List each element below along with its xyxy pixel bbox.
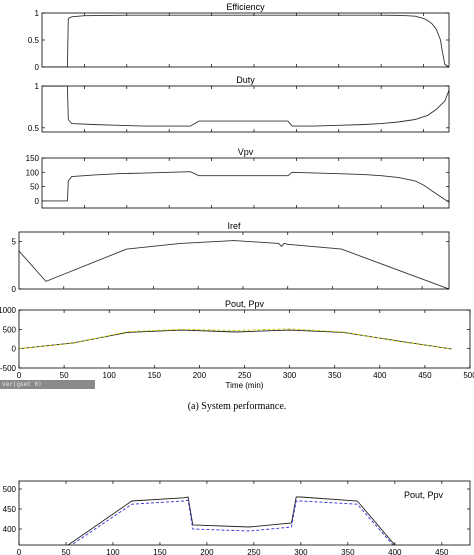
chart-panel-4: Iref 0 5 [12,221,450,294]
series-group [42,86,449,127]
y-tick-label: 0.5 [28,36,40,45]
x-tick-label: 400 [388,548,402,555]
y-tick-label: 500 [3,485,17,494]
y-tick-label: 0 [12,345,17,354]
x-tick-label: 350 [341,548,355,555]
plot-frame [41,85,450,133]
series-group [67,496,396,545]
y-tick-label: 0 [35,63,40,72]
y-tick-label: 400 [3,525,17,534]
x-tick-label: 450 [418,371,432,380]
x-tick-label: 50 [60,371,69,380]
x-tick-label: 300 [294,548,308,555]
y-tick-label: 0 [35,197,40,206]
chart-title: Duty [236,75,255,85]
y-tick-label: 0.5 [28,124,40,133]
y-tick-label: -500 [0,364,17,373]
series-group [42,171,449,203]
plot-frame [41,12,450,68]
x-tick-label: 250 [247,548,261,555]
y-tick-label: 1000 [0,306,17,315]
x-tick-label: 300 [283,371,297,380]
x-tick-label: 250 [238,371,252,380]
y-tick-label: 0 [12,285,17,294]
chart-title: Pout, Ppv [225,299,265,309]
x-tick-label: 150 [153,548,167,555]
series-line-1 [42,86,449,127]
y-tick-label: 500 [3,325,17,334]
series-line-2 [19,328,453,350]
x-tick-label: 400 [373,371,387,380]
x-tick-label: 200 [193,371,207,380]
chart-title: Vpv [238,147,254,157]
y-tick-label: 150 [26,154,40,163]
series-group [19,328,453,350]
chart-panel-6: Pout, Ppv 400 450 500 0 50 100 150 200 250 300 350 4… [3,480,471,555]
series-line-1 [19,240,449,289]
x-tick-label: 450 [435,548,449,555]
chart-title: Iref [227,221,241,231]
chart-panel-1: Efficiency 0 0.5 1 [28,2,450,72]
series-line-1 [42,171,449,203]
x-tick-label: 500 [463,371,474,380]
series-line-1 [42,14,449,67]
x-tick-label: 50 [62,548,71,555]
x-tick-label: 150 [148,371,162,380]
plot-frame [18,231,450,290]
x-tick-label: 0 [17,548,22,555]
chart-title: Pout, Ppv [404,490,444,500]
y-tick-label: 50 [30,183,39,192]
y-tick-label: 450 [3,505,17,514]
series-group [19,240,449,289]
status-bar: ver(gset 0) [0,380,95,389]
x-tick-label: 100 [103,371,117,380]
series-line-1 [67,496,396,545]
plot-frame [41,157,450,209]
series-group [42,14,449,67]
y-tick-label: 1 [35,82,40,91]
x-tick-label: 200 [200,548,214,555]
x-tick-label: 0 [17,371,22,380]
chart-panel-2: Duty 0.5 1 [28,75,450,133]
series-line-2 [70,499,394,545]
y-tick-label: 100 [26,168,40,177]
plot-frame [18,309,471,369]
chart-panel-3: Vpv 0 50 100 150 [26,147,450,209]
x-tick-label: 350 [328,371,342,380]
y-tick-label: 5 [12,238,17,247]
y-tick-label: 1 [35,9,40,18]
plot-frame [18,480,471,546]
chart-title: Efficiency [226,2,265,12]
x-axis-label: Time (min) [226,381,264,390]
x-tick-label: 100 [106,548,120,555]
figure-caption: (a) System performance. [187,401,287,412]
